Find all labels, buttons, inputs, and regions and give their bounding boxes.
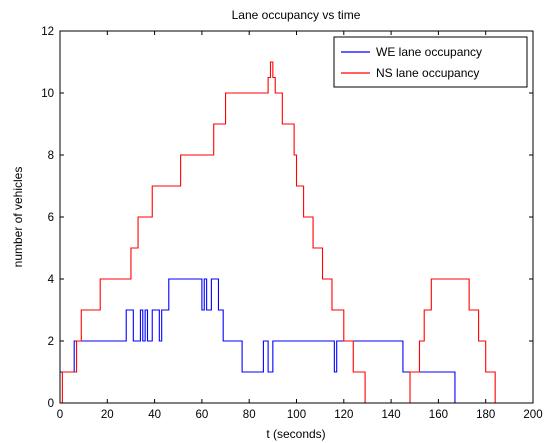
- y-tick-label: 0: [48, 398, 54, 410]
- y-tick-label: 10: [41, 88, 54, 100]
- axes: 0 20 40 60 80 100 120 140 160 180 200 0 2 4 6 8 10 12: [41, 26, 542, 421]
- y-axis-label: number of vehicles: [11, 167, 25, 268]
- x-tick-label: 120: [334, 409, 353, 421]
- x-tick-label: 180: [476, 409, 495, 421]
- series-line-we: [60, 278, 533, 404]
- plot-data: [60, 61, 533, 404]
- x-tick-label: 160: [429, 409, 448, 421]
- x-tick-label: 80: [243, 409, 256, 421]
- y-tick-label: 8: [48, 150, 54, 162]
- legend-box: [333, 36, 528, 88]
- series-line-ns: [60, 61, 533, 404]
- x-tick-label: 60: [196, 409, 209, 421]
- legend: WE lane occupancy NS lane occupancy: [333, 36, 528, 88]
- y-tick-label: 2: [48, 336, 54, 348]
- x-tick-label: 0: [57, 409, 63, 421]
- x-tick-label: 140: [382, 409, 401, 421]
- legend-entry: NS lane occupancy: [376, 66, 479, 80]
- x-axis-label: t (seconds): [266, 427, 325, 441]
- x-tick-label: 40: [148, 409, 161, 421]
- y-tick-label: 12: [41, 26, 54, 38]
- x-tick-label: 200: [523, 409, 542, 421]
- y-tick-label: 6: [48, 212, 54, 224]
- x-tick-label: 100: [287, 409, 306, 421]
- x-tick-label: 20: [101, 409, 114, 421]
- legend-entry: WE lane occupancy: [376, 45, 482, 59]
- chart-title: Lane occupancy vs time: [232, 8, 361, 22]
- y-tick-label: 4: [48, 274, 55, 286]
